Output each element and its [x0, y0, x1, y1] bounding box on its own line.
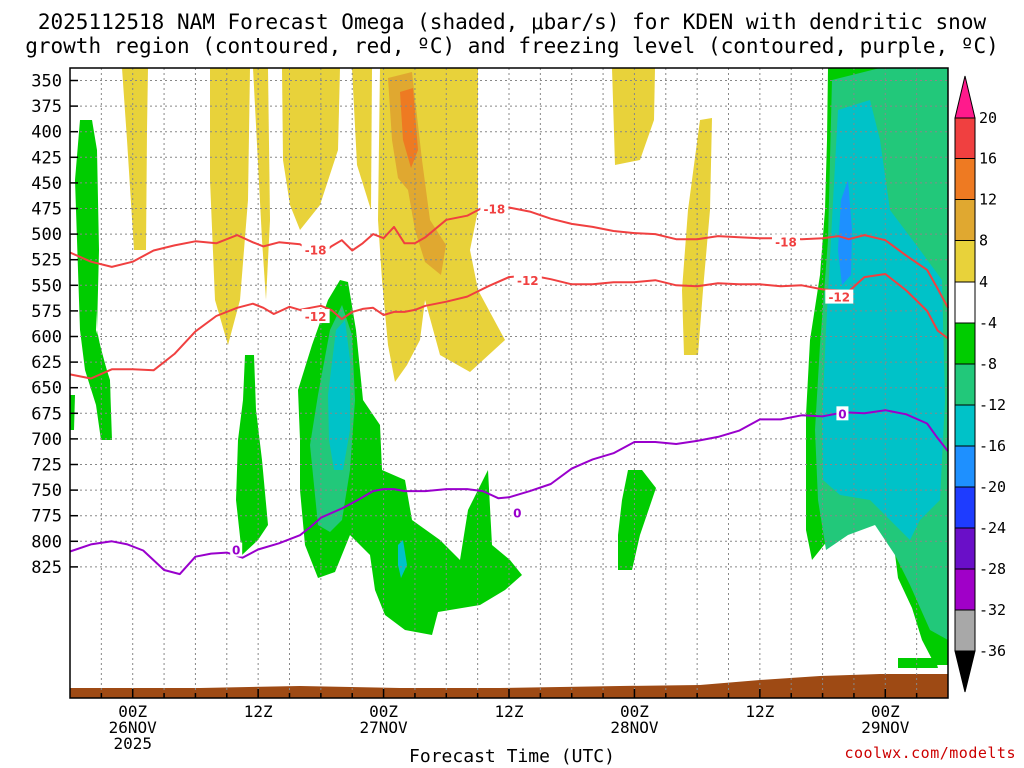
x-tick-label: 27NOV — [359, 718, 408, 737]
gridlines — [70, 68, 948, 698]
contour-label: -18 — [305, 243, 327, 257]
colorbar-label: 20 — [979, 109, 997, 127]
contour-label: -18 — [484, 203, 506, 217]
colorbar-segment — [954, 486, 976, 529]
colorbar-segment — [954, 445, 976, 488]
y-tick-label: 575 — [31, 302, 62, 322]
y-tick-label: 425 — [31, 148, 62, 168]
omega-negative-blue-shading — [838, 180, 852, 285]
contour-label-background — [836, 406, 849, 421]
chart-title-line-2: growth region (contoured, red, ºC) and f… — [25, 34, 999, 58]
x-tick-label: 00Z — [620, 702, 649, 721]
colorbar-label: -28 — [979, 560, 1006, 578]
contour-label: -12 — [828, 291, 850, 305]
colorbar-label: -24 — [979, 519, 1006, 537]
omega-negative-cyan-shading — [328, 100, 945, 578]
contour-label-background — [825, 289, 854, 304]
contour-label: -18 — [775, 235, 797, 249]
contour-label: -12 — [305, 310, 327, 324]
chart-title-line-1: 2025112518 NAM Forecast Omega (shaded, μ… — [37, 10, 987, 34]
source-credit: coolwx.com/modelts — [844, 744, 1016, 762]
y-tick-label: 600 — [31, 328, 62, 348]
colorbar-label: -20 — [979, 478, 1006, 496]
x-tick-label: 00Z — [369, 702, 398, 721]
x-tick-label: 29NOV — [861, 718, 910, 737]
x-tick-label: 12Z — [745, 702, 774, 721]
y-tick-label: 700 — [31, 430, 62, 450]
colorbar-label: 12 — [979, 191, 997, 209]
colorbar-label: -36 — [979, 642, 1006, 660]
x-tick-label: 12Z — [244, 702, 273, 721]
x-axis-title: Forecast Time (UTC) — [409, 746, 615, 767]
contour-label-background — [230, 542, 243, 557]
colorbar-label: -32 — [979, 601, 1006, 619]
omega-shading-layer — [70, 68, 948, 698]
contour-label-background — [771, 234, 800, 249]
colorbar-segment — [954, 527, 976, 570]
colorbar: 20 16 12 8 4 -4 -8 -12 -16 -20 -24 -28 -32 -36 — [954, 75, 1006, 693]
omega-positive-orange-shading — [400, 88, 418, 168]
colorbar-label: 4 — [979, 273, 988, 291]
x-tick-label: 12Z — [495, 702, 524, 721]
contour-label-background — [511, 505, 524, 520]
contour-label: -12 — [517, 274, 539, 288]
colorbar-segment — [954, 199, 976, 241]
y-tick-label: 350 — [31, 72, 62, 92]
y-tick-label: 450 — [31, 174, 62, 194]
colorbar-label: 16 — [979, 150, 997, 168]
contour-label-background — [513, 273, 542, 288]
colorbar-segment — [954, 322, 976, 365]
contour-label-background — [480, 201, 509, 216]
y-tick-label: 675 — [31, 404, 62, 424]
colorbar-segment — [954, 117, 976, 159]
y-tick-label: 550 — [31, 276, 62, 296]
colorbar-segment — [954, 568, 976, 611]
y-tick-label: 400 — [31, 123, 62, 143]
contour-labels: -18 -18 -18 -12 -12 -12 0 0 0 — [230, 201, 854, 558]
colorbar-segment — [954, 281, 976, 324]
y-tick-label: 525 — [31, 251, 62, 271]
contour-label-background — [301, 242, 330, 257]
terrain-ground-fill — [70, 674, 948, 698]
y-tick-label: 500 — [31, 225, 62, 245]
x-tick-label: 28NOV — [610, 718, 659, 737]
colorbar-top-triangle — [954, 75, 976, 119]
y-tick-label: 375 — [31, 97, 62, 117]
colorbar-label: -8 — [979, 355, 997, 373]
y-tick-label: 475 — [31, 200, 62, 220]
contour-lines — [69, 206, 949, 576]
y-tick-label: 775 — [31, 507, 62, 527]
freezing-level-contour — [69, 409, 949, 576]
contour-label: 0 — [838, 407, 846, 421]
y-tick-label: 800 — [31, 532, 62, 552]
y-tick-label: 825 — [31, 558, 62, 578]
colorbar-label: 8 — [979, 232, 988, 250]
colorbar-bottom-triangle — [954, 650, 976, 693]
isotherm-contour — [69, 206, 949, 309]
colorbar-label: -4 — [979, 314, 997, 332]
contour-label: 0 — [232, 544, 240, 558]
x-tick-label: 00Z — [118, 702, 147, 721]
x-tick-label: 00Z — [871, 702, 900, 721]
y-tick-label: 625 — [31, 353, 62, 373]
colorbar-segment — [954, 363, 976, 406]
x-tick-label: 26NOV — [109, 718, 158, 737]
colorbar-segment — [954, 158, 976, 200]
colorbar-label: -12 — [979, 396, 1006, 414]
y-tick-label: 750 — [31, 481, 62, 501]
x-tick-label: 2025 — [113, 734, 152, 753]
contour-label-background — [301, 309, 330, 324]
colorbar-segment — [954, 404, 976, 447]
isotherm-contour — [69, 273, 949, 380]
y-axis: 350 375 400 425 450 475 500 525 550 575 600 625 650 6… — [31, 72, 78, 578]
y-tick-label: 725 — [31, 456, 62, 476]
y-tick-label: 650 — [31, 379, 62, 399]
colorbar-segment — [954, 240, 976, 283]
colorbar-label: -16 — [979, 437, 1006, 455]
contour-label: 0 — [513, 507, 521, 521]
colorbar-segment — [954, 609, 976, 652]
